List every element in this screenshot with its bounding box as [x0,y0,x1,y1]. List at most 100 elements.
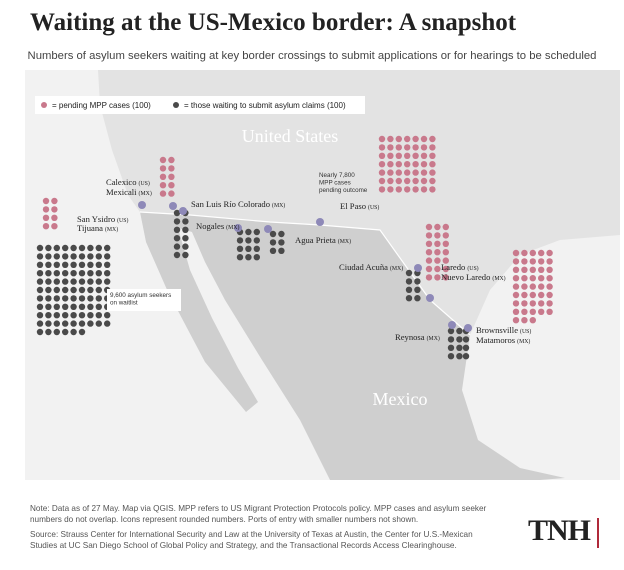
icon [70,312,77,319]
crossing-name: Calexico [106,177,137,187]
icon [462,353,470,360]
annotation-box [107,289,181,311]
icon [182,235,189,242]
icon [512,283,520,290]
icon [429,161,436,168]
legend-box [35,96,365,114]
icon [521,291,528,299]
crossing-country: (US) [117,217,128,224]
icon [61,286,69,294]
icon [414,286,421,293]
crossing-label: Nogales (MX) [196,221,239,231]
icon [425,274,433,281]
icon [395,177,402,185]
note: Note: Data as of 27 May. Map via QGIS. M… [30,504,487,525]
icon [395,161,402,168]
icon [412,161,419,168]
crossing-name: Tijuana [77,223,103,233]
icon [245,245,252,252]
icon [529,249,536,257]
icon [53,244,60,252]
crossing-label: Ciudad Acuña (MX) [339,262,403,272]
crossing-country: (MX) [105,226,118,233]
icon [168,190,175,197]
crossing-name: Matamoros [476,335,516,345]
icon [104,253,111,260]
port-of-entry [426,294,434,302]
icon [70,253,77,260]
icon [269,239,277,246]
icon [168,173,175,180]
icon [529,258,536,265]
icon [78,278,86,285]
crossing-name: Reynosa [395,332,425,342]
icon [538,300,545,307]
icon [173,226,181,233]
icon [45,320,52,327]
crossing-name: Brownsville [476,325,518,335]
icon [78,253,86,260]
icon [538,308,545,315]
port-of-entry [234,224,242,232]
icon [425,232,433,239]
icon [53,312,60,319]
icon [521,317,528,324]
icon [53,295,60,302]
icon [529,275,536,282]
port-of-entry [316,218,324,226]
icon [36,295,44,302]
legend-mpp: = pending MPP cases (100) [52,101,151,110]
icon [104,244,111,252]
crossing-country: (US) [139,180,150,187]
icon [45,312,52,319]
annotation-text: Nearly 7,800 [319,172,355,179]
icon [269,230,277,238]
annotation-text: 9,600 asylum seekers [110,292,171,299]
crossing-label: San Ysidro (US) [77,214,128,224]
icon [387,135,394,143]
icon [387,177,394,185]
icon [512,275,520,282]
icon-group [378,135,436,193]
icon [168,182,175,189]
crossing-country: (US) [368,204,379,211]
crossing-country: (MX) [338,238,351,245]
icon [36,328,44,336]
port-of-entry [448,321,456,329]
icon [538,291,545,299]
icon [53,328,60,336]
icon [387,161,394,168]
icon [529,317,536,324]
icon [404,152,411,159]
icon [61,244,69,252]
icon-group [159,156,175,197]
icon [442,223,449,231]
icon [529,266,536,273]
annotation-text: on waitlist [110,300,138,307]
icon [95,278,103,285]
icon [78,286,86,294]
crossing-name: Ciudad Acuña [339,262,388,272]
icon-group [512,249,553,324]
icon [51,206,58,213]
icon [95,303,103,310]
icon [538,249,545,257]
icon [53,278,60,285]
crossing-label: Matamoros (MX) [476,335,530,345]
icon [429,186,436,193]
annotation-text: pending outcome [319,187,368,194]
icon-group [447,327,463,360]
crossing-name: San Luis Río Colorado [191,199,270,209]
icon [95,244,103,252]
icon [512,258,520,265]
icon [521,249,528,257]
icon [425,240,433,247]
icon [61,320,69,327]
icon [253,237,260,244]
icon [456,344,463,351]
crossing-label: Tijuana (MX) [77,223,118,233]
icon [78,312,86,319]
icon [61,303,69,310]
